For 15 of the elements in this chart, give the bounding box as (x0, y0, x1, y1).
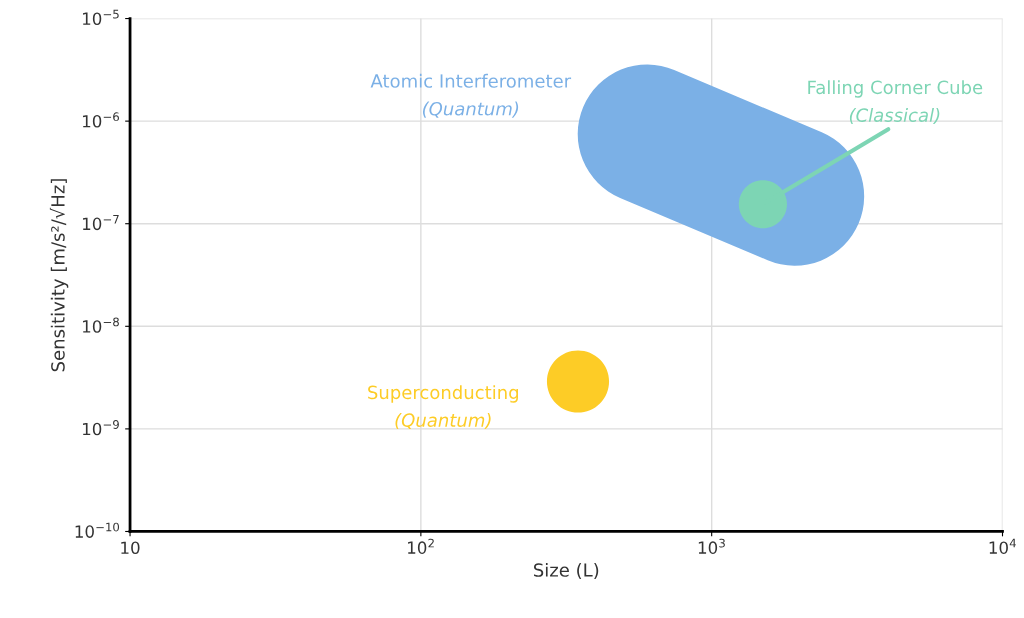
text: Falling Corner Cube (Classical) (808, 80, 983, 125)
y-tick-label: 10$^{−5}$ (82, 9, 119, 25)
x-tick-label: 10$^{4}$ (989, 538, 1016, 554)
y-tick-label: 10$^{−6}$ (82, 112, 119, 128)
y-tick-label: 10$^{−7}$ (82, 215, 119, 231)
y-tick-label: 10$^{−8}$ (82, 317, 119, 333)
series-label: Superconducting (Quantum) (368, 385, 519, 430)
text: Atomic Interferometer (Quantum) (370, 73, 572, 118)
x-tick-label: 10$^{2}$ (408, 538, 434, 554)
x-tick-label: 10 (121, 541, 140, 555)
y-axis-title: Sensitivity [m/s²/√Hz] (49, 179, 69, 372)
x-axis-title: Size (L) (533, 562, 599, 579)
y-tick-label: 10$^{−10}$ (75, 522, 120, 538)
y-tick-label: 10$^{−9}$ (82, 420, 119, 436)
x-tick-label: 10$^{3}$ (698, 538, 725, 554)
